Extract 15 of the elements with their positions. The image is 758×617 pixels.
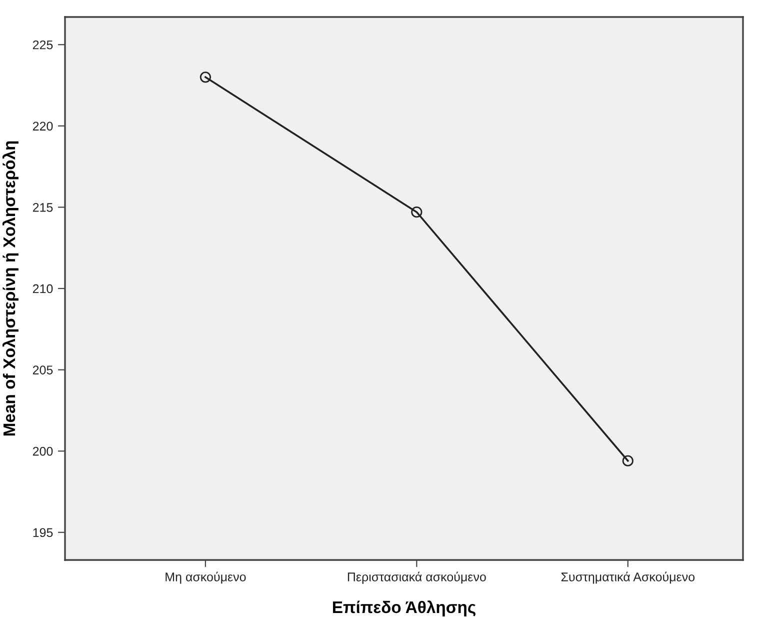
y-tick-label: 225 [32,40,53,50]
y-tick-label: 195 [33,528,53,538]
y-tick-label: 220 [32,122,53,131]
point [411,206,422,218]
y-axis-title: Mean of Χοληστερίνη ή Χοληστερόλη [2,141,18,436]
point [622,455,634,466]
y-tick-label: 200 [32,446,53,456]
y-tick-label: 205 [32,366,53,374]
x-tick-label: Μη ασκούμενο [166,572,246,584]
y-tick-label: 215 [32,203,53,212]
x-axis-title: Επίπεδο Άθλησης [333,600,476,616]
y-tick-label: 210 [32,284,53,294]
point [200,72,212,83]
x-tick-label: Συστηματικά Ασκούμενο [561,572,695,584]
x-tick-label: Περιστασιακά ασκούμενο [348,572,486,584]
